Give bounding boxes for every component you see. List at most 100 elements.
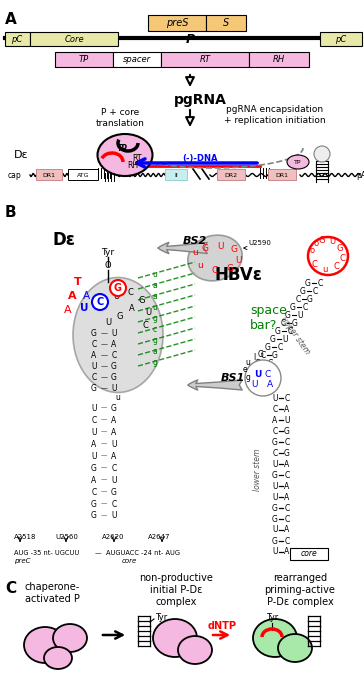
Text: C: C — [91, 416, 96, 425]
Text: U: U — [282, 334, 288, 343]
Text: DR1: DR1 — [43, 173, 55, 177]
Text: C: C — [284, 536, 290, 545]
Text: G: G — [290, 303, 296, 312]
Ellipse shape — [178, 636, 212, 664]
Text: ATG: ATG — [77, 173, 89, 177]
Text: G: G — [111, 488, 117, 497]
Text: core: core — [301, 549, 317, 558]
Text: lower stem: lower stem — [253, 449, 262, 491]
Text: C: C — [272, 405, 278, 414]
Text: C: C — [302, 303, 308, 312]
Text: —: — — [100, 330, 107, 336]
Circle shape — [245, 360, 281, 396]
Text: U: U — [91, 427, 97, 436]
Text: pA: pA — [356, 171, 364, 179]
Bar — [165, 169, 187, 180]
Text: a: a — [153, 280, 158, 290]
Text: o: o — [309, 245, 314, 255]
Text: G: G — [272, 536, 278, 545]
Text: G: G — [117, 312, 123, 321]
Text: dNTP: dNTP — [207, 621, 237, 631]
Text: G: G — [272, 514, 278, 523]
Text: C: C — [111, 351, 116, 360]
Text: C: C — [284, 514, 290, 523]
Circle shape — [92, 294, 108, 310]
Text: T: T — [74, 277, 82, 287]
Text: u: u — [197, 260, 203, 269]
Text: G: G — [307, 295, 313, 303]
Text: Dε: Dε — [14, 150, 29, 160]
Bar — [55, 52, 113, 67]
Text: A: A — [68, 291, 76, 301]
Text: u: u — [153, 303, 158, 312]
Text: C: C — [311, 260, 317, 269]
Text: G: G — [265, 342, 271, 351]
Text: g: g — [246, 373, 250, 382]
Text: a: a — [153, 292, 158, 301]
Text: DR2: DR2 — [225, 173, 238, 177]
Text: AUG -35 nt- UGCUU: AUG -35 nt- UGCUU — [14, 550, 79, 556]
Text: G: G — [91, 512, 97, 521]
Text: C: C — [91, 373, 96, 382]
Text: u: u — [153, 269, 158, 279]
Bar — [320, 32, 362, 46]
Bar — [5, 32, 30, 46]
Text: chaperone-
activated P: chaperone- activated P — [24, 582, 80, 603]
Text: G: G — [319, 236, 325, 245]
Text: —: — — [101, 514, 107, 519]
Text: G: G — [91, 384, 97, 393]
Text: A: A — [111, 427, 116, 436]
Text: spacer: spacer — [123, 55, 151, 64]
Text: A: A — [284, 525, 290, 534]
Text: A: A — [111, 340, 116, 349]
Text: O: O — [105, 260, 111, 269]
Ellipse shape — [253, 619, 297, 657]
Text: G: G — [272, 503, 278, 512]
Text: —: — — [101, 453, 107, 458]
Text: U: U — [111, 329, 117, 338]
Text: Tyr: Tyr — [266, 614, 278, 623]
Bar — [36, 169, 62, 180]
Text: G: G — [114, 283, 122, 293]
Text: U: U — [111, 475, 117, 484]
Text: TP: TP — [294, 160, 302, 164]
Text: C: C — [280, 319, 286, 327]
Text: space
bar?: space bar? — [250, 304, 287, 332]
Ellipse shape — [98, 134, 153, 176]
Text: C: C — [284, 438, 290, 447]
Ellipse shape — [153, 619, 197, 657]
Text: C: C — [287, 327, 293, 336]
Text: RH: RH — [127, 160, 139, 169]
Text: TP: TP — [79, 55, 89, 64]
Text: G: G — [139, 295, 145, 305]
Text: rearranged
priming-active
P-Dε complex: rearranged priming-active P-Dε complex — [265, 573, 336, 607]
Text: —: — — [101, 466, 107, 471]
Text: C: C — [317, 279, 323, 288]
Text: A: A — [64, 305, 72, 315]
Text: RH: RH — [273, 55, 285, 64]
Text: A: A — [91, 475, 96, 484]
Text: U: U — [113, 292, 119, 301]
Text: C: C — [284, 503, 290, 512]
Text: C: C — [91, 340, 96, 349]
Text: G: G — [272, 351, 278, 360]
Text: G: G — [258, 349, 264, 358]
Bar — [161, 52, 249, 67]
Text: C: C — [96, 297, 104, 307]
Text: —: — — [100, 374, 107, 380]
Text: G: G — [272, 471, 278, 479]
Text: g: g — [153, 358, 158, 366]
Text: G: G — [284, 427, 290, 436]
Circle shape — [110, 280, 126, 296]
Text: C: C — [111, 499, 116, 508]
Text: c: c — [153, 325, 157, 334]
Text: o: o — [313, 238, 318, 247]
Text: Dε: Dε — [52, 231, 75, 249]
Text: U: U — [272, 547, 278, 556]
Bar — [268, 169, 296, 180]
Text: G: G — [111, 362, 117, 371]
Text: C: C — [111, 464, 116, 473]
Text: u: u — [192, 247, 198, 256]
Text: —: — — [101, 417, 107, 423]
Text: cap: cap — [8, 171, 22, 179]
